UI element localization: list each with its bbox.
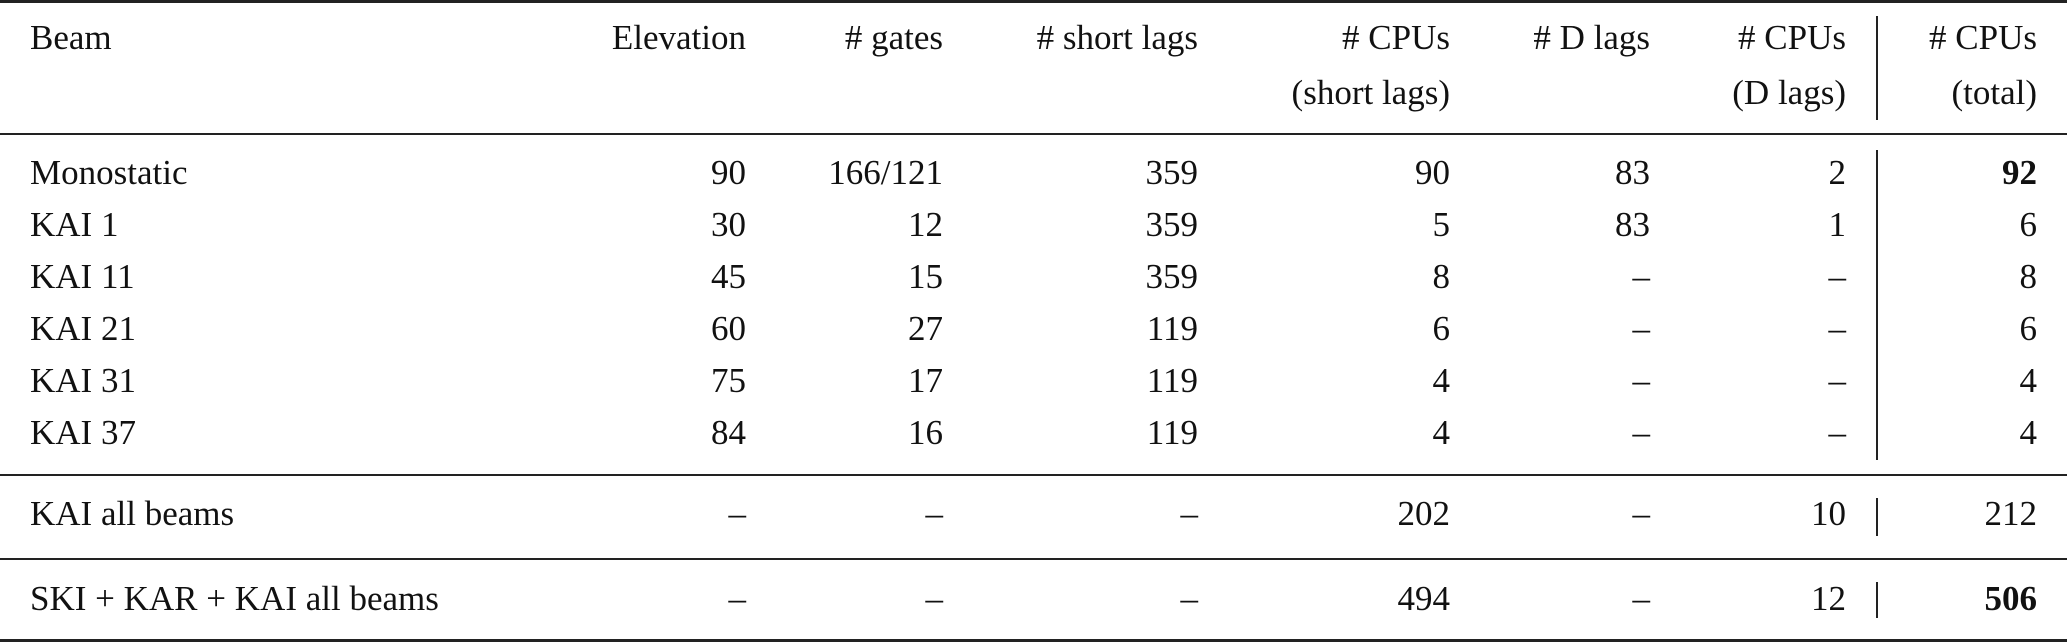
cell-cpus-total: 6 <box>2019 205 2038 244</box>
column-divider <box>1876 16 1878 120</box>
cell-short-lags: – <box>1180 579 1199 618</box>
cell-cpus-short-lags: 90 <box>1415 153 1450 192</box>
cell-cpus-total: 6 <box>2019 309 2038 348</box>
cell-d-lags: 83 <box>1615 205 1650 244</box>
cell-cpus-d-lags: 10 <box>1811 494 1846 533</box>
cell-gates: – <box>925 579 944 618</box>
cell-short-lags: 359 <box>1145 205 1199 244</box>
cell-d-lags: – <box>1632 257 1651 296</box>
cell-elevation: 45 <box>711 257 746 296</box>
cell-cpus-d-lags: 2 <box>1828 153 1847 192</box>
cell-cpus-short-lags: 8 <box>1432 257 1451 296</box>
cell-gates: 166/121 <box>828 153 943 192</box>
cell-gates: 15 <box>908 257 943 296</box>
column-divider <box>1876 582 1878 618</box>
cell-beam: KAI 21 <box>30 309 136 348</box>
cell-cpus-total: 212 <box>1984 494 2038 533</box>
cell-short-lags: 119 <box>1146 413 1198 452</box>
header-cpus-short-lags: # CPUs <box>1342 18 1450 57</box>
bottom-rule <box>0 639 2067 642</box>
header-cpus-d-lags-sub: (D lags) <box>1732 73 1846 112</box>
cell-cpus-d-lags: – <box>1828 257 1847 296</box>
cell-cpus-d-lags: – <box>1828 413 1847 452</box>
cell-cpus-total: 506 <box>1984 579 2038 618</box>
cell-gates: – <box>925 494 944 533</box>
cell-cpus-total: 92 <box>2002 153 2037 192</box>
header-cpus-total: # CPUs <box>1929 18 2037 57</box>
cell-cpus-short-lags: 4 <box>1432 361 1451 400</box>
cell-cpus-short-lags: 5 <box>1432 205 1451 244</box>
cell-cpus-short-lags: 202 <box>1397 494 1451 533</box>
cell-gates: 27 <box>908 309 943 348</box>
cell-elevation: 30 <box>711 205 746 244</box>
top-rule <box>0 0 2067 3</box>
header-d-lags: # D lags <box>1533 18 1650 57</box>
cell-short-lags: 119 <box>1146 309 1198 348</box>
cell-elevation: – <box>728 494 747 533</box>
cell-d-lags: – <box>1632 413 1651 452</box>
cell-beam: SKI + KAR + KAI all beams <box>30 579 439 618</box>
header-rule <box>0 133 2067 135</box>
cell-beam: KAI all beams <box>30 494 235 533</box>
cell-cpus-short-lags: 4 <box>1432 413 1451 452</box>
cell-cpus-short-lags: 494 <box>1397 579 1451 618</box>
cell-short-lags: 119 <box>1146 361 1198 400</box>
cell-beam: Monostatic <box>30 153 188 192</box>
cell-beam: KAI 37 <box>30 413 136 452</box>
cell-d-lags: – <box>1632 494 1651 533</box>
cell-short-lags: 359 <box>1145 153 1199 192</box>
header-cpus-short-lags-sub: (short lags) <box>1291 73 1450 112</box>
header-elevation: Elevation <box>611 18 746 57</box>
cell-cpus-d-lags: – <box>1828 361 1847 400</box>
column-divider <box>1876 498 1878 536</box>
cell-cpus-total: 4 <box>2019 413 2038 452</box>
cell-gates: 16 <box>908 413 943 452</box>
cell-beam: KAI 1 <box>30 205 119 244</box>
header-gates: # gates <box>844 18 943 57</box>
section-rule <box>0 558 2067 560</box>
cell-elevation: 84 <box>711 413 746 452</box>
cell-beam: KAI 31 <box>30 361 136 400</box>
cell-cpus-d-lags: – <box>1828 309 1847 348</box>
cell-gates: 12 <box>908 205 943 244</box>
cell-d-lags: – <box>1632 309 1651 348</box>
cell-short-lags: – <box>1180 494 1199 533</box>
header-beam: Beam <box>30 18 112 57</box>
header-short-lags: # short lags <box>1036 18 1198 57</box>
cell-cpus-total: 8 <box>2019 257 2038 296</box>
cell-elevation: 75 <box>711 361 746 400</box>
cell-d-lags: – <box>1632 579 1651 618</box>
cell-d-lags: – <box>1632 361 1651 400</box>
cell-d-lags: 83 <box>1615 153 1650 192</box>
header-cpus-total-sub: (total) <box>1951 73 2037 112</box>
cell-elevation: 90 <box>711 153 746 192</box>
column-divider <box>1876 150 1878 460</box>
cell-short-lags: 359 <box>1145 257 1199 296</box>
cell-cpus-d-lags: 1 <box>1828 205 1847 244</box>
cell-cpus-d-lags: 12 <box>1811 579 1846 618</box>
section-rule <box>0 474 2067 476</box>
cell-elevation: – <box>728 579 747 618</box>
cell-gates: 17 <box>908 361 943 400</box>
cell-cpus-total: 4 <box>2019 361 2038 400</box>
cell-beam: KAI 11 <box>30 257 135 296</box>
header-cpus-d-lags: # CPUs <box>1738 18 1846 57</box>
cell-elevation: 60 <box>711 309 746 348</box>
cell-cpus-short-lags: 6 <box>1432 309 1451 348</box>
